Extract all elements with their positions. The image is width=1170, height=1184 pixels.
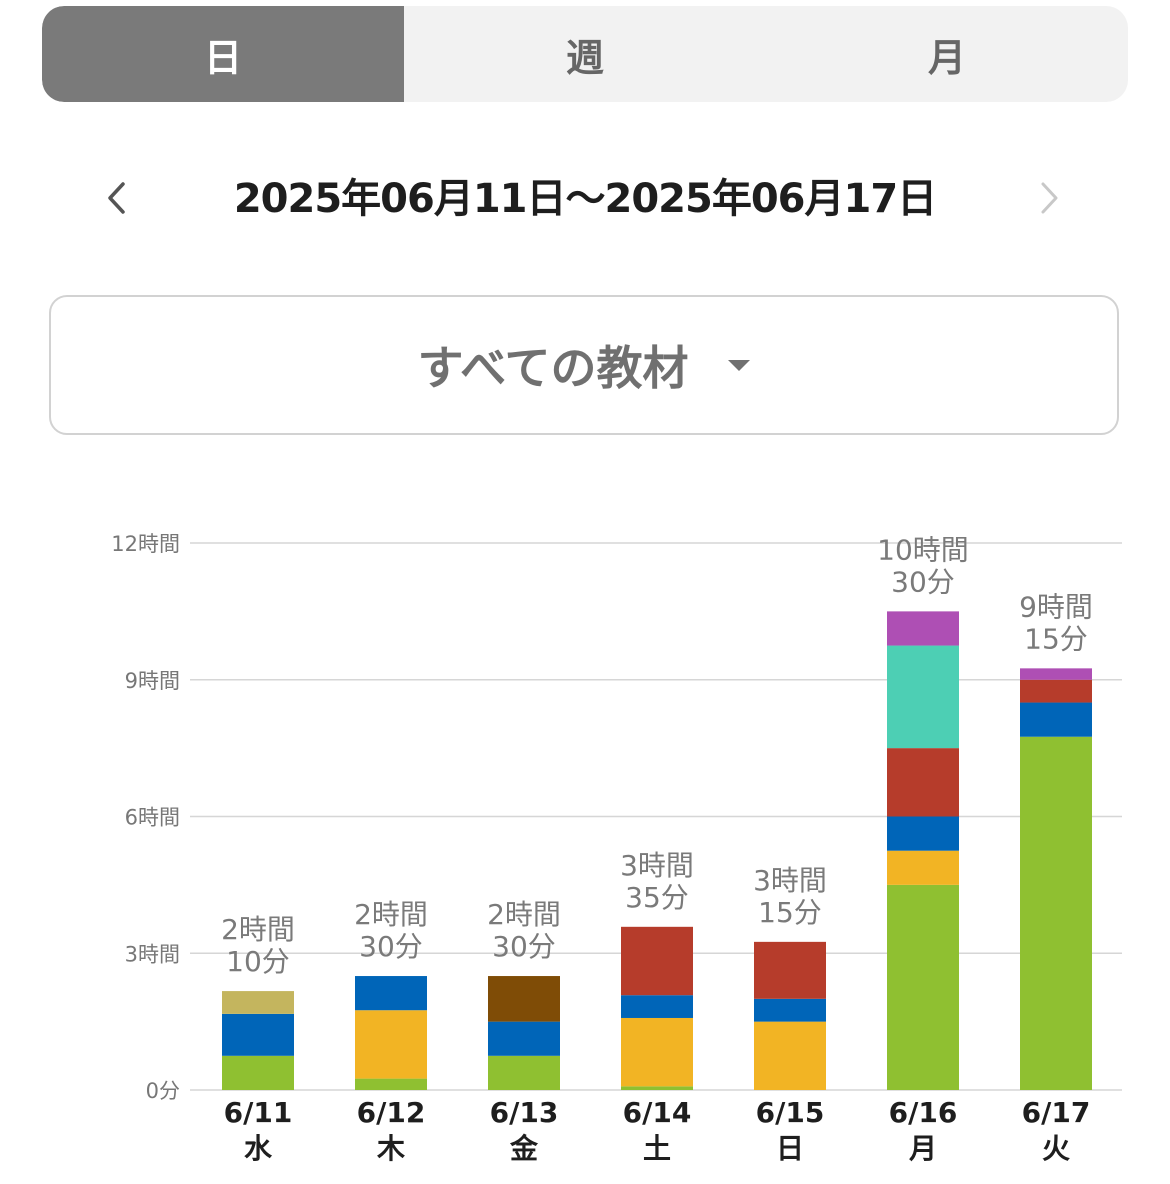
bar-total-hours: 3時間 <box>620 849 694 882</box>
bar-segment <box>754 941 826 999</box>
bar-total-minutes: 35分 <box>625 881 689 914</box>
bar-segment <box>222 991 294 1014</box>
bar-segment <box>621 995 693 1018</box>
bar-segment <box>887 850 959 885</box>
bar-total-hours: 10時間 <box>877 533 969 566</box>
bar-total-hours: 9時間 <box>1019 590 1093 623</box>
bar-total-minutes: 15分 <box>758 896 822 929</box>
bar-total-hours: 2時間 <box>487 898 561 931</box>
bar-segment <box>887 816 959 851</box>
bar-segment <box>621 1086 693 1090</box>
bar-segment <box>1020 702 1092 737</box>
bar-segment <box>488 976 560 1022</box>
bar-total-minutes: 30分 <box>492 930 556 963</box>
bar-total-minutes: 30分 <box>359 930 423 963</box>
study-time-chart: 0分3時間6時間9時間12時間2時間10分6/11水2時間30分6/12木2時間… <box>111 532 1122 1165</box>
chevron-left-icon <box>108 182 125 214</box>
y-tick-label: 3時間 <box>125 942 180 966</box>
bar-segment <box>887 748 959 817</box>
date-range-title: 2025年06月11日〜2025年06月17日 <box>233 176 937 222</box>
x-weekday-label: 月 <box>908 1132 937 1165</box>
x-weekday-label: 土 <box>643 1132 671 1165</box>
bar-segment <box>621 1017 693 1087</box>
x-weekday-label: 金 <box>509 1132 539 1165</box>
bar-segment <box>355 1010 427 1079</box>
chevron-right-icon <box>1041 182 1058 214</box>
y-tick-label: 12時間 <box>111 532 180 556</box>
y-tick-label: 0分 <box>146 1079 180 1103</box>
bar-total-minutes: 15分 <box>1024 622 1088 655</box>
bar-segment <box>488 1055 560 1090</box>
bar-total-hours: 3時間 <box>753 864 827 897</box>
x-weekday-label: 木 <box>376 1132 405 1165</box>
bar-total-hours: 2時間 <box>354 898 428 931</box>
y-tick-label: 6時間 <box>125 806 180 830</box>
material-dropdown[interactable]: すべての教材 <box>49 295 1119 435</box>
bar-segment <box>754 998 826 1022</box>
tab-month[interactable]: 月 <box>927 35 966 80</box>
bar-segment <box>355 1078 427 1090</box>
x-date-label: 6/11 <box>224 1096 293 1129</box>
x-weekday-label: 水 <box>244 1132 273 1165</box>
bar-segment <box>887 645 959 749</box>
bar-segment <box>1020 668 1092 680</box>
x-date-label: 6/12 <box>357 1096 426 1129</box>
x-weekday-label: 火 <box>1042 1132 1070 1165</box>
tab-day[interactable]: 日 <box>42 6 404 102</box>
x-date-label: 6/14 <box>623 1096 692 1129</box>
bar-total-hours: 2時間 <box>221 913 295 946</box>
x-date-label: 6/15 <box>756 1096 825 1129</box>
period-toggle: 日 週 月 <box>42 6 1128 102</box>
bar-segment <box>1020 736 1092 1090</box>
bar-segment <box>887 611 959 646</box>
caret-down-icon <box>728 359 751 371</box>
bar-segment <box>887 884 959 1090</box>
x-date-label: 6/13 <box>490 1096 559 1129</box>
bar-segment <box>621 926 693 996</box>
material-dropdown-label: すべての教材 <box>417 341 689 395</box>
bar-total-minutes: 30分 <box>891 565 955 598</box>
next-period-button[interactable] <box>1030 178 1070 218</box>
prev-period-button[interactable] <box>96 178 136 218</box>
y-tick-label: 9時間 <box>125 669 180 693</box>
bar-segment <box>488 1021 560 1056</box>
x-weekday-label: 日 <box>776 1132 804 1165</box>
bar-segment <box>222 1013 294 1056</box>
tab-week[interactable]: 週 <box>565 35 604 80</box>
x-date-label: 6/16 <box>889 1096 958 1129</box>
bar-segment <box>754 1021 826 1090</box>
bar-segment <box>1020 679 1092 703</box>
bar-total-minutes: 10分 <box>226 945 290 978</box>
x-date-label: 6/17 <box>1022 1096 1091 1129</box>
bar-segment <box>222 1055 294 1090</box>
bar-segment <box>355 976 427 1011</box>
